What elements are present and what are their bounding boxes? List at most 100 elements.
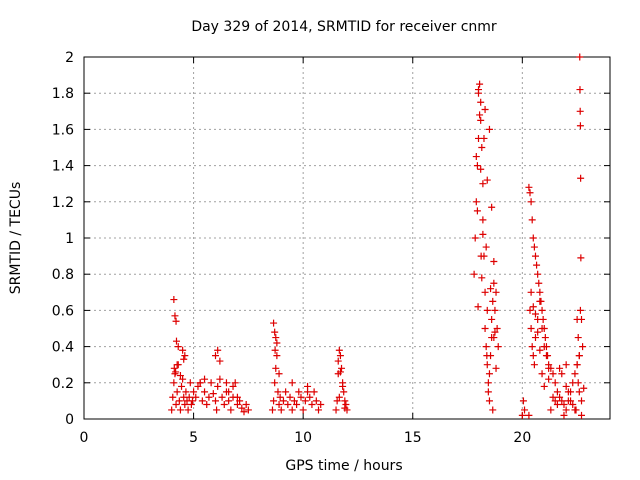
data-point bbox=[490, 258, 498, 266]
data-point bbox=[528, 343, 536, 351]
data-point bbox=[293, 401, 301, 409]
data-point bbox=[536, 346, 544, 354]
y-tick-label: 1.2 bbox=[52, 195, 74, 211]
y-axis-label: SRMTID / TECUs bbox=[8, 182, 24, 295]
data-point bbox=[483, 352, 491, 360]
data-point bbox=[213, 406, 221, 414]
data-point bbox=[472, 198, 480, 206]
data-point bbox=[225, 397, 233, 405]
data-point bbox=[534, 270, 542, 278]
data-point bbox=[272, 334, 280, 342]
data-point bbox=[240, 408, 248, 416]
data-point bbox=[339, 382, 347, 390]
data-point bbox=[574, 379, 582, 387]
data-point bbox=[519, 397, 527, 405]
data-point bbox=[306, 393, 314, 401]
data-point bbox=[580, 384, 588, 392]
data-point bbox=[478, 144, 486, 151]
data-point bbox=[576, 107, 584, 115]
data-point bbox=[236, 397, 244, 405]
data-point bbox=[178, 382, 186, 390]
data-point bbox=[173, 388, 181, 396]
data-point bbox=[529, 303, 537, 311]
data-point bbox=[172, 337, 180, 345]
data-point bbox=[531, 252, 539, 260]
data-point bbox=[474, 303, 482, 311]
data-point bbox=[275, 401, 283, 409]
data-point bbox=[182, 388, 190, 396]
data-point bbox=[562, 406, 570, 414]
data-point bbox=[527, 198, 535, 206]
data-point bbox=[477, 252, 485, 260]
data-point bbox=[578, 411, 586, 419]
data-point bbox=[340, 388, 348, 396]
data-point bbox=[173, 361, 181, 369]
data-point bbox=[227, 406, 235, 414]
x-tick-label: 10 bbox=[294, 430, 312, 446]
data-points bbox=[168, 53, 588, 419]
y-tick-label: 0.4 bbox=[52, 340, 74, 356]
data-point bbox=[282, 388, 290, 396]
data-point bbox=[270, 397, 278, 405]
data-point bbox=[216, 375, 224, 383]
data-point bbox=[233, 393, 241, 401]
data-point bbox=[179, 346, 187, 354]
data-point bbox=[576, 306, 584, 314]
data-point bbox=[171, 312, 179, 320]
data-point bbox=[476, 111, 484, 119]
data-point bbox=[286, 393, 294, 401]
data-point bbox=[212, 397, 219, 405]
data-point bbox=[201, 375, 209, 383]
data-point bbox=[477, 165, 485, 173]
data-point bbox=[573, 361, 581, 369]
data-point bbox=[575, 388, 583, 396]
data-point bbox=[233, 401, 241, 409]
data-point bbox=[198, 397, 206, 405]
data-point bbox=[551, 397, 559, 405]
data-point bbox=[170, 364, 178, 372]
data-point bbox=[480, 134, 488, 142]
data-point bbox=[338, 364, 346, 372]
data-point bbox=[188, 397, 196, 405]
data-point bbox=[174, 343, 182, 351]
y-tick-label: 2 bbox=[65, 50, 74, 66]
data-point bbox=[551, 379, 559, 387]
data-point bbox=[482, 243, 490, 251]
data-point bbox=[556, 364, 564, 372]
y-tick-label: 1 bbox=[65, 231, 74, 247]
y-tick-labels: 0 0.2 0.4 0.6 0.8 1 1.2 1.4 1.6 1.8 2 bbox=[52, 50, 74, 428]
data-point bbox=[209, 390, 217, 398]
data-point bbox=[172, 368, 180, 376]
data-point bbox=[576, 86, 584, 94]
data-point bbox=[560, 401, 568, 409]
y-tick-label: 0.2 bbox=[52, 376, 74, 392]
data-point bbox=[272, 364, 280, 372]
data-point bbox=[297, 393, 305, 401]
data-point bbox=[299, 406, 307, 414]
data-point bbox=[244, 406, 252, 414]
data-point bbox=[484, 379, 492, 387]
data-point bbox=[336, 352, 344, 360]
data-point bbox=[335, 346, 343, 354]
data-point bbox=[229, 382, 237, 390]
data-point bbox=[295, 388, 303, 396]
data-point bbox=[530, 361, 538, 369]
data-point bbox=[180, 355, 188, 363]
data-point bbox=[578, 397, 586, 405]
data-point bbox=[478, 274, 486, 282]
data-point bbox=[336, 368, 344, 376]
data-point bbox=[335, 393, 343, 401]
data-point bbox=[168, 406, 176, 414]
data-point bbox=[179, 375, 187, 383]
data-point bbox=[489, 406, 497, 414]
grid-lines bbox=[84, 57, 610, 419]
data-point bbox=[518, 411, 526, 419]
data-point bbox=[483, 176, 491, 184]
data-point bbox=[487, 285, 495, 293]
data-point bbox=[220, 401, 228, 409]
data-point bbox=[545, 375, 553, 383]
data-point bbox=[574, 334, 582, 342]
data-point bbox=[471, 234, 479, 242]
data-point bbox=[216, 357, 224, 365]
x-tick-label: 15 bbox=[404, 430, 422, 446]
